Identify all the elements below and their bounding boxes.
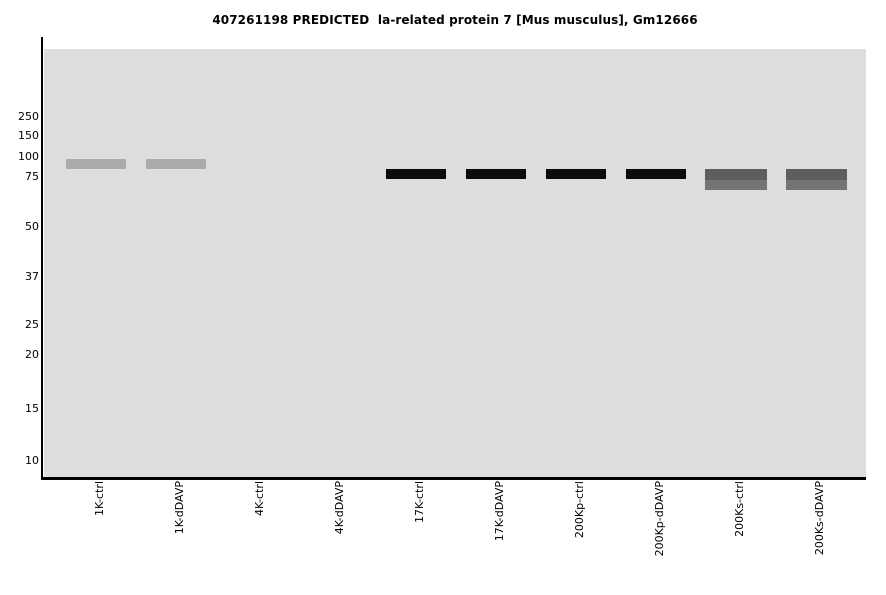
plot-area [44, 49, 866, 477]
band-17K-ctrl [386, 169, 446, 179]
band-200Kp-dDAVP [626, 169, 686, 179]
y-tick-label-20: 20 [25, 348, 39, 361]
y-tick-label-25: 25 [25, 318, 39, 331]
x-lane-label-1K-ctrl: 1K-ctrl [93, 481, 106, 516]
band-17K-dDAVP [466, 169, 526, 179]
y-tick-label-15: 15 [25, 402, 39, 415]
x-lane-label-4K-dDAVP: 4K-dDAVP [333, 481, 346, 535]
x-lane-label-200Ks-ctrl: 200Ks-ctrl [733, 481, 746, 537]
x-axis-line [41, 477, 866, 480]
y-tick-label-100: 100 [18, 150, 39, 163]
band-200Ks-dDAVP [786, 180, 847, 190]
y-tick-label-37: 37 [25, 270, 39, 283]
x-lane-label-1K-dDAVP: 1K-dDAVP [173, 481, 186, 535]
y-axis-line [41, 37, 43, 480]
y-tick-label-50: 50 [25, 220, 39, 233]
y-tick-label-10: 10 [25, 454, 39, 467]
band-1K-dDAVP [146, 159, 206, 169]
band-200Ks-dDAVP [786, 169, 847, 180]
x-lane-label-17K-dDAVP: 17K-dDAVP [493, 481, 506, 542]
band-200Ks-ctrl [705, 180, 767, 190]
x-lane-label-200Ks-dDAVP: 200Ks-dDAVP [813, 481, 826, 556]
y-tick-label-150: 150 [18, 129, 39, 142]
band-1K-ctrl [66, 159, 126, 169]
y-tick-label-75: 75 [25, 170, 39, 183]
figure-title: 407261198 PREDICTED la-related protein 7… [212, 13, 698, 27]
y-tick-label-250: 250 [18, 110, 39, 123]
x-lane-label-200Kp-dDAVP: 200Kp-dDAVP [653, 481, 666, 557]
band-200Ks-ctrl [705, 169, 767, 180]
band-200Kp-ctrl [546, 169, 606, 179]
x-lane-label-4K-ctrl: 4K-ctrl [253, 481, 266, 516]
x-lane-label-17K-ctrl: 17K-ctrl [413, 481, 426, 523]
x-lane-label-200Kp-ctrl: 200Kp-ctrl [573, 481, 586, 539]
